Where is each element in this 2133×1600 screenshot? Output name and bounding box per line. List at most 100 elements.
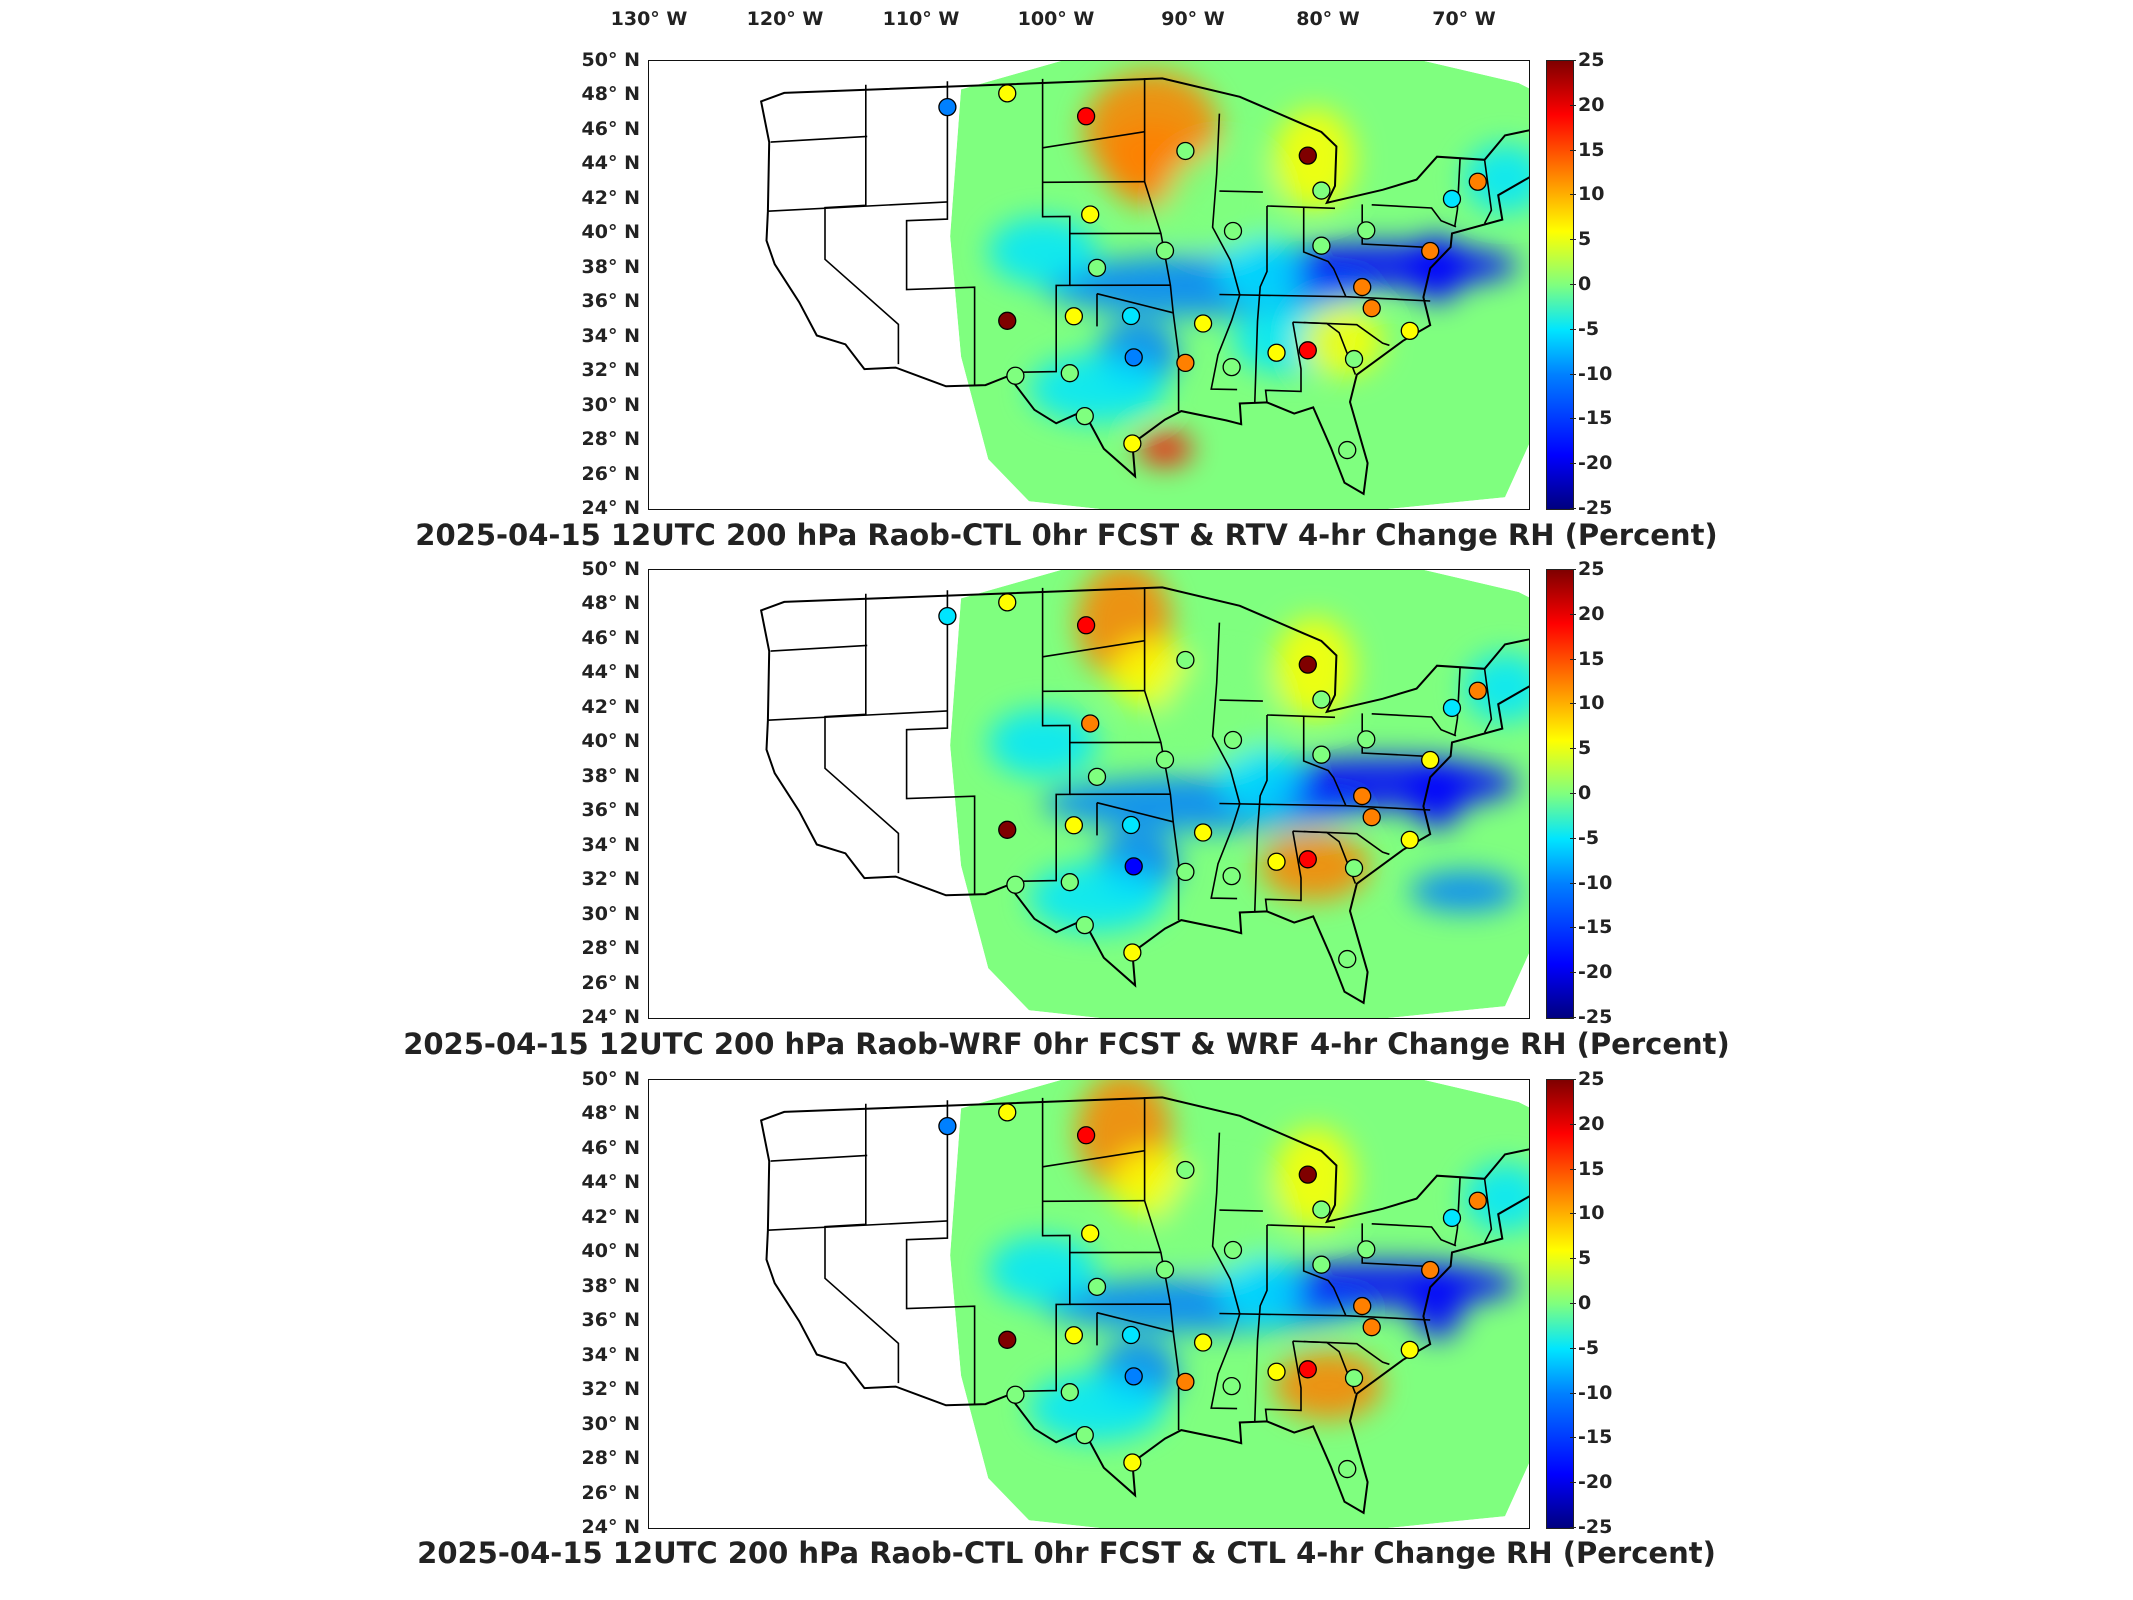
state-border [1143,587,1180,921]
raob-station-marker [1344,349,1364,369]
state-border [770,1154,868,1162]
raob-station-marker [1087,1277,1107,1296]
raob-station-marker [1312,236,1331,255]
state-border [1483,159,1493,224]
raob-station-marker [1064,1326,1084,1345]
state-border [1483,1178,1493,1243]
lat-label: 38° N [581,255,640,278]
raob-station-marker [1312,181,1331,200]
raob-station-marker [998,84,1017,103]
raob-station-marker [1193,823,1213,842]
lat-label: 44° N [581,661,640,684]
colorbar-tick: -5 [1569,317,1600,340]
lat-label: 46° N [581,1136,640,1159]
state-border [1096,292,1174,314]
state-border [1303,830,1390,856]
raob-station-marker [1400,1340,1419,1359]
lat-label: 28° N [581,1447,640,1470]
colorbar-tick: -5 [1569,1336,1600,1359]
raob-station-marker [1267,1362,1286,1381]
state-border [767,201,948,212]
lat-label: 48° N [581,83,640,106]
raob-station-marker [1081,1224,1100,1243]
raob-station-marker [1357,221,1376,240]
lat-label: 36° N [581,1309,640,1332]
raob-station-marker [998,1330,1017,1349]
raob-station-marker [1362,808,1381,827]
raob-station-marker [1075,915,1094,935]
lat-label: 46° N [581,626,640,649]
state-border [905,590,976,895]
coastline [759,586,1529,1005]
raob-station-marker [998,1103,1017,1122]
state-border [1371,1223,1457,1247]
raob-station-marker [1223,1240,1243,1260]
raob-station-marker [1312,690,1331,709]
panel-title: 2025-04-15 12UTC 200 hPa Raob-CTL 0hr FC… [415,518,1718,552]
raob-station-marker [1193,314,1213,333]
raob-station-marker [1124,1367,1143,1386]
colorbar-tick: -15 [1569,916,1613,939]
state-border [767,710,948,721]
state-border [767,1220,948,1231]
field-anomaly [1165,1167,1274,1270]
raob-station-marker [1421,750,1440,770]
raob-station-marker [1176,1160,1195,1180]
raob-station-marker [1075,406,1094,426]
state-border [824,84,900,365]
raob-station-marker [1087,258,1107,277]
raob-station-marker [1353,1296,1372,1316]
lat-label: 26° N [581,462,640,485]
lat-label: 32° N [581,359,640,382]
raob-station-marker [1344,858,1364,878]
state-border [1254,715,1268,912]
state-border [1371,713,1457,737]
lat-label: 24° N [581,1516,640,1538]
state-border [1453,158,1461,227]
state-border [1143,78,1180,412]
colorbar-tick: 5 [1569,1247,1592,1270]
lon-label: 80° W [1296,8,1360,30]
state-border [1303,321,1390,347]
panel-title: 2025-04-15 12UTC 200 hPa Raob-CTL 0hr FC… [417,1536,1716,1570]
colorbar-tick: -10 [1569,362,1613,385]
raob-station-marker [1123,434,1142,453]
raob-station-marker [1121,1325,1141,1345]
lat-label: 46° N [581,117,640,140]
lat-label: 48° N [581,592,640,615]
state-border [1264,322,1302,403]
colorbar-tick: 0 [1569,1292,1592,1314]
lon-label: 100° W [1017,8,1095,30]
raob-station-marker [1468,172,1487,191]
colorbar-tick: 15 [1569,647,1605,670]
field-anomaly [988,217,1097,286]
lat-label: 50° N [581,49,640,71]
raob-station-marker [998,820,1017,839]
coastline [759,1096,1529,1515]
state-border [1042,180,1145,184]
lat-label: 24° N [581,1006,640,1028]
raob-station-marker [1267,852,1286,871]
colorbar-tick: -10 [1569,871,1613,894]
state-border [1096,1311,1174,1333]
raob-station-marker [1338,440,1357,460]
colorbar-tick: -15 [1569,407,1613,430]
colorbar-tick: 10 [1569,1202,1605,1225]
raob-station-marker [1400,830,1419,849]
state-border [1219,699,1263,702]
raob-station-marker [1357,1240,1376,1259]
raob-station-marker [1353,277,1372,297]
state-border [1254,206,1268,403]
raob-station-marker [1222,1376,1241,1396]
raob-station-marker [1468,681,1487,700]
state-border [1266,1224,1336,1229]
panel-title: 2025-04-15 12UTC 200 hPa Raob-WRF 0hr FC… [403,1027,1730,1061]
raob-station-marker [1121,306,1141,326]
raob-station-marker [1442,189,1462,209]
lat-label: 40° N [581,1240,640,1263]
raob-station-marker [1222,866,1241,886]
colorbar-tick: 10 [1569,183,1605,206]
raob-station-marker [1087,767,1107,786]
colorbar-tick: 25 [1569,1068,1605,1090]
state-border [1219,293,1346,298]
